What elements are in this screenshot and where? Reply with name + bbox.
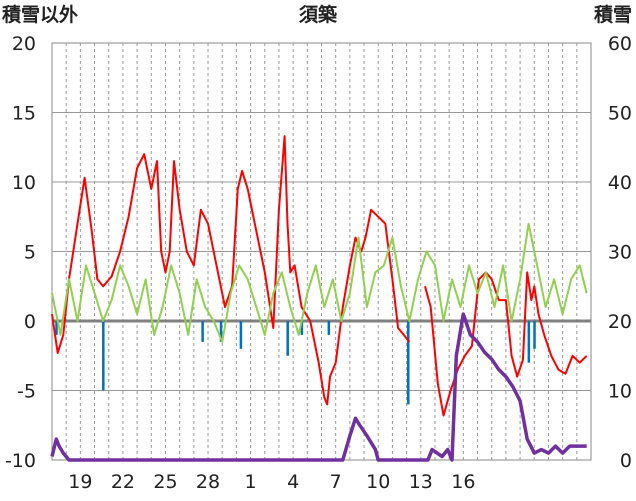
precip-bar — [286, 321, 289, 356]
right-axis-ticks: 60 50 40 30 20 10 0 — [608, 33, 632, 472]
left-tick-label: 10 — [12, 172, 36, 194]
right-tick-label: 10 — [608, 381, 632, 403]
precip-bar — [533, 321, 536, 349]
precip-bars — [55, 321, 536, 405]
right-tick-label: 30 — [608, 242, 632, 264]
x-tick-label: 25 — [153, 471, 177, 493]
left-tick-label: 15 — [12, 103, 36, 125]
precip-bar — [527, 321, 531, 363]
right-tick-label: 50 — [608, 103, 632, 125]
x-tick-label: 19 — [68, 471, 92, 493]
right-axis-label: 積雪 — [594, 3, 632, 26]
wind-line — [51, 222, 588, 343]
x-tick-label: 22 — [111, 471, 135, 493]
x-tick-label: 28 — [196, 471, 220, 493]
precip-bar — [300, 321, 304, 335]
right-tick-label: 40 — [608, 172, 632, 194]
data-lines — [50, 135, 588, 462]
left-tick-label: -5 — [17, 381, 36, 403]
chart-title: 須築 — [299, 3, 338, 26]
x-tick-label: 13 — [409, 471, 433, 493]
precip-bar — [102, 321, 105, 391]
left-axis-label: 積雪以外 — [2, 3, 78, 26]
x-tick-label: 7 — [330, 471, 342, 493]
precip-bar — [55, 321, 58, 335]
right-tick-label: 60 — [608, 33, 632, 55]
x-tick-label: 16 — [451, 471, 475, 493]
precip-bar — [239, 321, 243, 349]
precip-bar — [219, 321, 223, 342]
x-tick-label: 4 — [287, 471, 299, 493]
x-axis-ticks: 19 22 25 28 1 4 7 10 13 16 — [68, 471, 475, 493]
snow-depth-line — [50, 312, 587, 462]
right-tick-label: 20 — [608, 311, 632, 333]
x-tick-label: 10 — [366, 471, 390, 493]
precip-bar — [201, 321, 204, 342]
precip-bar — [407, 321, 410, 405]
left-tick-label: 5 — [24, 242, 36, 264]
left-tick-label: 0 — [24, 311, 36, 333]
left-axis-ticks: 20 15 10 5 0 -5 -10 — [5, 33, 36, 472]
right-tick-label: 0 — [620, 450, 632, 472]
left-tick-label: 20 — [12, 33, 36, 55]
precip-bar — [327, 321, 331, 335]
temperature-line — [51, 135, 588, 417]
left-tick-label: -10 — [5, 450, 36, 472]
grid — [52, 43, 591, 460]
x-tick-label: 1 — [245, 471, 257, 493]
